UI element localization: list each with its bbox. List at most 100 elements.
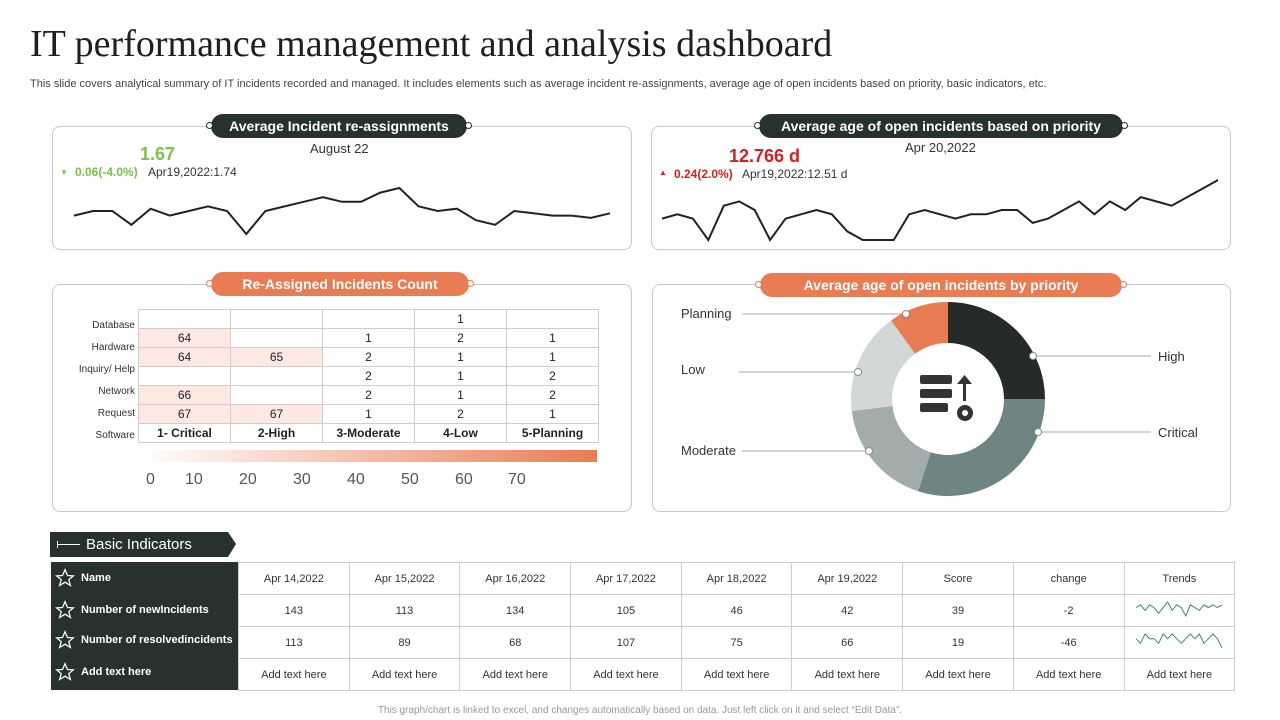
server-settings-icon — [920, 375, 973, 421]
age-panel — [651, 126, 1231, 250]
scale-tick: 10 — [185, 471, 203, 488]
leader-dots — [854, 310, 1042, 455]
table-cell: Add text here — [902, 658, 1014, 691]
trend-sparkline-cell — [1123, 594, 1236, 627]
table-cell: 75 — [680, 626, 793, 659]
age-value: 12.766 d — [729, 146, 801, 166]
table-cell: 68 — [459, 626, 572, 659]
column-header: Apr 17,2022 — [570, 562, 682, 595]
heatmap-cell: 2 — [414, 404, 507, 424]
donut-slice-low — [851, 320, 916, 412]
age-title: Average age of open incidents based on p… — [759, 114, 1123, 138]
trend-sparkline — [1136, 601, 1223, 618]
heatmap-column-label: 3-Moderate — [322, 423, 415, 443]
heatmap-cell: 66 — [138, 385, 231, 405]
scale-tick: 20 — [239, 471, 257, 488]
table-cell: 39 — [902, 594, 1014, 627]
heatmap-cell: 1 — [414, 385, 507, 405]
table-row: Add text here Add text here Add text her… — [238, 658, 1236, 691]
table-cell: Add text here — [459, 658, 572, 691]
column-header: Trends — [1123, 562, 1236, 595]
table-cell: Add text here — [1012, 658, 1125, 691]
table-cell: 89 — [348, 626, 461, 659]
heatmap-cell: 1 — [322, 404, 415, 424]
heatmap-cell — [230, 328, 323, 348]
donut-label-low: Low — [681, 362, 705, 377]
heatmap-cell: 67 — [138, 404, 231, 424]
pill-connector-dot — [1121, 122, 1128, 129]
table-cell: 105 — [570, 594, 682, 627]
trend-sparkline-cell — [1123, 626, 1236, 659]
heatmap-column-label: 1- Critical — [138, 423, 231, 443]
heatmap-row: 67 67 1 2 1 — [138, 404, 599, 424]
heatmap-cell: 1 — [506, 347, 599, 367]
priority-donut-chart — [739, 302, 1151, 496]
indicator-row-text: Add text here — [81, 666, 152, 678]
heatmap-cell: 64 — [138, 328, 231, 348]
page-subtitle: This slide covers analytical summary of … — [30, 78, 1047, 90]
table-cell: Add text here — [348, 658, 461, 691]
heatmap-row-label: Request — [97, 408, 135, 419]
donut-label-critical: Critical — [1158, 425, 1198, 440]
age-date: Apr 20,2022 — [905, 140, 976, 155]
heatmap-cell: 1 — [506, 404, 599, 424]
column-header: Apr 18,2022 — [680, 562, 793, 595]
table-cell: 107 — [570, 626, 682, 659]
pill-connector-dot — [467, 280, 474, 287]
reassignments-panel — [52, 126, 632, 250]
heatmap-cell — [322, 309, 415, 329]
reassign-change: 0.06(-4.0%) — [75, 165, 138, 179]
table-cell: 113 — [348, 594, 461, 627]
pill-connector-dot — [755, 281, 762, 288]
heatmap-cell — [138, 309, 231, 329]
table-cell: 113 — [238, 626, 350, 659]
heatmap-row: 66 2 1 2 — [138, 385, 599, 405]
column-header: Score — [902, 562, 1014, 595]
pill-connector-dot — [1120, 281, 1127, 288]
table-row: 113 89 68 107 75 66 19 -46 — [238, 626, 1236, 659]
table-cell: -46 — [1012, 626, 1125, 659]
heatmap-cell: 1 — [414, 366, 507, 386]
age-trend-line — [661, 179, 1219, 242]
heatmap-cell: 2 — [506, 366, 599, 386]
heatmap-cell: 2 — [506, 385, 599, 405]
star-icon — [55, 568, 75, 587]
indicator-row-text: Number of resolvedincidents — [81, 634, 233, 646]
scale-tick: 50 — [401, 471, 419, 488]
heatmap-column-headers: 1- Critical 2-High 3-Moderate 4-Low 5-Pl… — [138, 423, 599, 443]
reassign-date: August 22 — [310, 141, 369, 156]
scale-tick: 40 — [347, 471, 365, 488]
scale-tick: 30 — [293, 471, 311, 488]
column-header: Apr 19,2022 — [791, 562, 904, 595]
heatmap-row-label: Network — [98, 386, 135, 397]
indicator-row-label: Name — [51, 562, 238, 594]
heatmap-cell: 2 — [322, 385, 415, 405]
column-header: Apr 16,2022 — [459, 562, 572, 595]
heatmap-cell: 64 — [138, 347, 231, 367]
star-icon — [55, 630, 75, 649]
table-cell: 42 — [791, 594, 904, 627]
heatmap-cell — [506, 309, 599, 329]
heatmap-cell: 1 — [414, 347, 507, 367]
heatmap-cell: 1 — [506, 328, 599, 348]
pill-connector-dot — [465, 122, 472, 129]
column-header: change — [1012, 562, 1125, 595]
heatmap-row: 64 1 2 1 — [138, 328, 599, 348]
heatmap-cell: 2 — [322, 347, 415, 367]
heatmap-cell: 2 — [322, 366, 415, 386]
pill-connector-dot — [206, 280, 213, 287]
heatmap-row: 2 1 2 — [138, 366, 599, 386]
donut-label-planning: Planning — [681, 306, 732, 321]
indicator-row-labels: Name Number of newIncidents Number of re… — [51, 562, 238, 690]
table-cell: -2 — [1012, 594, 1125, 627]
page-title: IT performance management and analysis d… — [30, 23, 833, 65]
heatmap-row: 64 65 2 1 1 — [138, 347, 599, 367]
table-cell: Add text here — [238, 658, 350, 691]
heatmap-row: 1 — [138, 309, 599, 329]
pill-connector-dot — [754, 122, 761, 129]
table-cell: Add text here — [791, 658, 904, 691]
heatmap-cell — [230, 385, 323, 405]
table-cell: Add text here — [570, 658, 682, 691]
donut-label-high: High — [1158, 349, 1185, 364]
donut-label-moderate: Moderate — [681, 443, 736, 458]
